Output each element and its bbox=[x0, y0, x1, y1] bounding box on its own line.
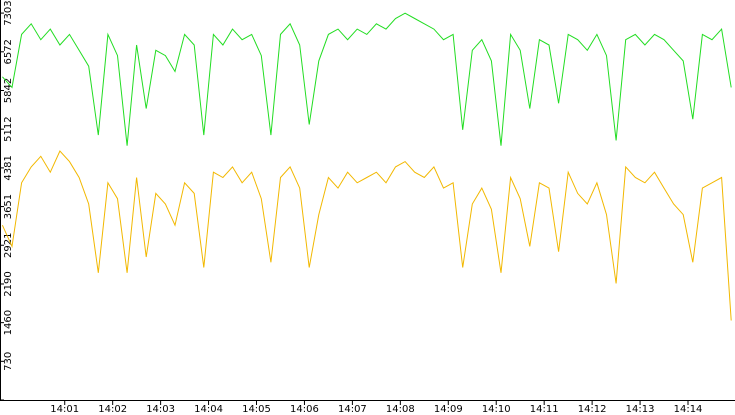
x-tick-label: 14:11 bbox=[530, 404, 559, 415]
y-tick-label: 2190 bbox=[3, 271, 14, 296]
x-tick-label: 14:10 bbox=[482, 404, 511, 415]
x-tick-label: 14:13 bbox=[626, 404, 655, 415]
x-tick-label: 14:02 bbox=[98, 404, 127, 415]
x-tick-label: 14:08 bbox=[386, 404, 415, 415]
x-tick-label: 14:14 bbox=[674, 404, 703, 415]
x-tick-label: 14:05 bbox=[242, 404, 271, 415]
x-tick-label: 14:04 bbox=[194, 404, 223, 415]
series-line bbox=[2, 12, 732, 146]
y-tick-label: 2921 bbox=[3, 233, 14, 258]
x-tick-label: 14:09 bbox=[434, 404, 463, 415]
y-tick-label: 6572 bbox=[3, 39, 14, 64]
y-tick-label: 5842 bbox=[3, 78, 14, 103]
y-tick-label: 730 bbox=[3, 352, 14, 371]
x-tick-label: 14:06 bbox=[290, 404, 319, 415]
y-tick-label: 1460 bbox=[3, 310, 14, 335]
y-tick-label: 4381 bbox=[3, 155, 14, 180]
x-tick-label: 14:12 bbox=[578, 404, 607, 415]
y-tick-label: 7303 bbox=[3, 0, 14, 25]
series-line bbox=[1, 150, 732, 321]
y-tick-label: 5112 bbox=[3, 116, 14, 141]
x-tick-label: 14:07 bbox=[338, 404, 367, 415]
y-tick-label: 3651 bbox=[3, 194, 14, 219]
x-tick-label: 14:01 bbox=[50, 404, 79, 415]
x-tick-label: 14:03 bbox=[146, 404, 175, 415]
